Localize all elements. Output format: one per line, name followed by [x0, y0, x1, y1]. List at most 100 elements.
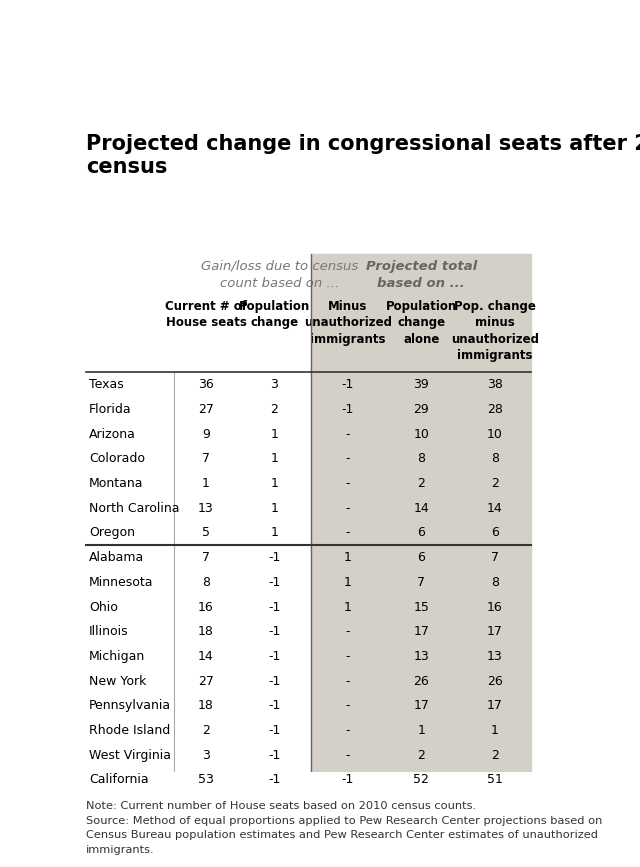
Text: 1: 1 — [344, 551, 352, 564]
Text: 14: 14 — [413, 502, 429, 515]
Text: 1: 1 — [491, 724, 499, 737]
Text: -: - — [346, 675, 350, 688]
Text: -: - — [346, 625, 350, 638]
Text: Projected change in congressional seats after 2020
census: Projected change in congressional seats … — [86, 134, 640, 177]
Text: 8: 8 — [202, 576, 210, 589]
Text: 17: 17 — [486, 625, 502, 638]
Text: 14: 14 — [198, 650, 214, 663]
Text: 6: 6 — [491, 526, 499, 539]
Text: -1: -1 — [268, 650, 280, 663]
Text: 7: 7 — [202, 453, 210, 466]
Text: California: California — [89, 773, 148, 786]
Text: Ohio: Ohio — [89, 601, 118, 614]
Text: 6: 6 — [417, 526, 425, 539]
Text: 1: 1 — [417, 724, 425, 737]
Text: 8: 8 — [417, 453, 425, 466]
Text: 1: 1 — [344, 576, 352, 589]
Text: 29: 29 — [413, 403, 429, 416]
Text: -1: -1 — [268, 601, 280, 614]
Text: 1: 1 — [271, 502, 278, 515]
Text: 10: 10 — [413, 427, 429, 440]
Text: 17: 17 — [413, 700, 429, 713]
Bar — [311, 254, 531, 792]
Text: 36: 36 — [198, 378, 214, 391]
Text: 38: 38 — [486, 378, 502, 391]
Text: 53: 53 — [198, 773, 214, 786]
Text: -: - — [346, 502, 350, 515]
Text: -: - — [346, 453, 350, 466]
Text: 3: 3 — [271, 378, 278, 391]
Text: -1: -1 — [268, 551, 280, 564]
Text: 18: 18 — [198, 625, 214, 638]
Text: Rhode Island: Rhode Island — [89, 724, 170, 737]
Text: -1: -1 — [342, 773, 354, 786]
Text: 26: 26 — [487, 675, 502, 688]
Text: Minnesota: Minnesota — [89, 576, 154, 589]
Text: 39: 39 — [413, 378, 429, 391]
Text: -1: -1 — [268, 576, 280, 589]
Text: Illinois: Illinois — [89, 625, 129, 638]
Text: -1: -1 — [268, 773, 280, 786]
Text: 2: 2 — [491, 477, 499, 490]
Text: 2: 2 — [417, 749, 425, 762]
Text: Colorado: Colorado — [89, 453, 145, 466]
Text: 51: 51 — [486, 773, 502, 786]
Text: 14: 14 — [487, 502, 502, 515]
Text: 1: 1 — [202, 477, 210, 490]
Text: Montana: Montana — [89, 477, 143, 490]
Text: 26: 26 — [413, 675, 429, 688]
Text: Note: Current number of House seats based on 2010 census counts.: Note: Current number of House seats base… — [86, 801, 476, 811]
Text: Current # of
House seats: Current # of House seats — [165, 300, 247, 329]
Text: Census Bureau population estimates and Pew Research Center estimates of unauthor: Census Bureau population estimates and P… — [86, 831, 598, 840]
Text: Source: Method of equal proportions applied to Pew Research Center projections b: Source: Method of equal proportions appl… — [86, 816, 602, 825]
Text: -: - — [346, 650, 350, 663]
Text: 2: 2 — [271, 403, 278, 416]
Text: 13: 13 — [413, 650, 429, 663]
Text: Oregon: Oregon — [89, 526, 135, 539]
Text: 27: 27 — [198, 403, 214, 416]
Text: Population
change
alone: Population change alone — [386, 300, 457, 346]
Text: 10: 10 — [486, 427, 502, 440]
Text: -: - — [346, 427, 350, 440]
Text: -: - — [346, 526, 350, 539]
Text: 2: 2 — [491, 749, 499, 762]
Text: 13: 13 — [198, 502, 214, 515]
Text: Pennsylvania: Pennsylvania — [89, 700, 171, 713]
Text: Texas: Texas — [89, 378, 124, 391]
Text: 13: 13 — [487, 650, 502, 663]
Text: -1: -1 — [268, 700, 280, 713]
Text: Projected total
based on ...: Projected total based on ... — [365, 259, 477, 290]
Text: Pop. change
minus
unauthorized
immigrants: Pop. change minus unauthorized immigrant… — [451, 300, 539, 362]
Text: -1: -1 — [268, 749, 280, 762]
Text: Michigan: Michigan — [89, 650, 145, 663]
Text: 8: 8 — [491, 576, 499, 589]
Text: 52: 52 — [413, 773, 429, 786]
Text: 8: 8 — [491, 453, 499, 466]
Text: 7: 7 — [491, 551, 499, 564]
Text: 18: 18 — [198, 700, 214, 713]
Text: -: - — [346, 724, 350, 737]
Text: 28: 28 — [486, 403, 502, 416]
Text: -: - — [346, 749, 350, 762]
Text: -1: -1 — [342, 378, 354, 391]
Text: Alabama: Alabama — [89, 551, 144, 564]
Text: -1: -1 — [268, 625, 280, 638]
Text: 5: 5 — [202, 526, 210, 539]
Text: Arizona: Arizona — [89, 427, 136, 440]
Text: 7: 7 — [202, 551, 210, 564]
Text: West Virginia: West Virginia — [89, 749, 171, 762]
Text: New York: New York — [89, 675, 147, 688]
Text: 1: 1 — [271, 453, 278, 466]
Text: Minus
unauthorized
immigrants: Minus unauthorized immigrants — [304, 300, 392, 346]
Text: Gain/loss due to census
count based on ...: Gain/loss due to census count based on .… — [201, 259, 358, 290]
Text: -1: -1 — [268, 724, 280, 737]
Text: 1: 1 — [271, 526, 278, 539]
Text: 7: 7 — [417, 576, 425, 589]
Text: -1: -1 — [342, 403, 354, 416]
Text: 2: 2 — [417, 477, 425, 490]
Text: North Carolina: North Carolina — [89, 502, 179, 515]
Text: -: - — [346, 700, 350, 713]
Text: immigrants.: immigrants. — [86, 845, 155, 855]
Text: 3: 3 — [202, 749, 210, 762]
Text: Florida: Florida — [89, 403, 132, 416]
